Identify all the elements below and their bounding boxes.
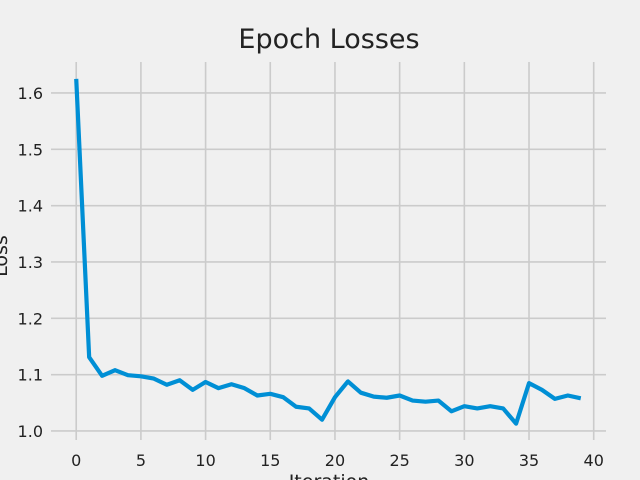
y-tick-label: 1.6 [18, 84, 43, 103]
chart-title: Epoch Losses [238, 24, 419, 55]
y-tick-label: 1.4 [18, 197, 43, 216]
x-tick-label: 15 [260, 451, 280, 470]
x-tick-label: 30 [454, 451, 474, 470]
x-axis-label: Iteration [289, 471, 370, 480]
x-tick-labels: 0 5 10 15 20 25 30 35 40 [71, 451, 604, 470]
x-tick-label: 5 [136, 451, 146, 470]
x-tick-label: 10 [195, 451, 215, 470]
vertical-gridlines [75, 62, 595, 440]
y-tick-labels: 1.0 1.1 1.2 1.3 1.4 1.5 1.6 [18, 84, 43, 441]
y-tick-label: 1.0 [18, 422, 43, 441]
horizontal-gridlines [51, 92, 606, 432]
y-tick-label: 1.1 [18, 366, 43, 385]
y-tick-label: 1.3 [18, 253, 43, 272]
y-tick-label: 1.5 [18, 140, 43, 159]
x-tick-label: 20 [325, 451, 345, 470]
x-tick-label: 40 [584, 451, 604, 470]
y-tick-label: 1.2 [18, 309, 43, 328]
x-tick-label: 0 [71, 451, 81, 470]
series-group [74, 78, 582, 426]
y-axis-label: Loss [0, 235, 12, 277]
x-tick-label: 35 [519, 451, 539, 470]
x-tick-label: 25 [389, 451, 409, 470]
series-line [74, 78, 582, 426]
